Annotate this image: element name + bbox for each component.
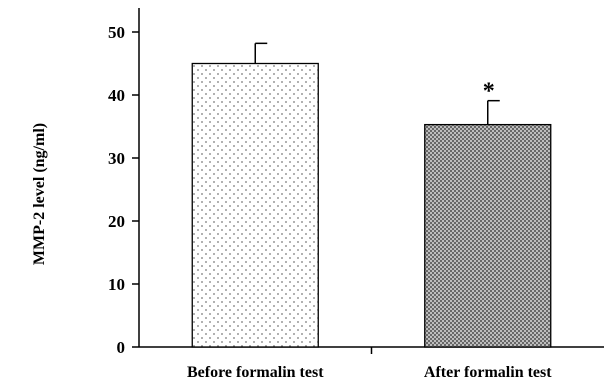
bar-after (424, 123, 552, 348)
y-tick-label: 50 (108, 23, 125, 42)
y-axis-title: MMP-2 level (ng/ml) (31, 123, 48, 265)
significance-star: * (483, 79, 495, 105)
y-tick-label: 20 (108, 212, 125, 231)
y-tick-label: 0 (117, 338, 126, 357)
bars-group (191, 62, 552, 348)
y-tick-label: 10 (108, 275, 125, 294)
category-label: Before formalin test (187, 364, 324, 381)
y-tick-label: 40 (108, 86, 125, 105)
error-bars-group (254, 42, 500, 125)
bar-before (191, 62, 319, 348)
y-axis-ticks: 0 10 20 30 40 50 (108, 23, 139, 357)
category-labels: Before formalin test After formalin test (187, 364, 552, 381)
category-label: After formalin test (424, 364, 552, 381)
annotations-group: * (483, 79, 495, 105)
y-tick-label: 30 (108, 149, 125, 168)
